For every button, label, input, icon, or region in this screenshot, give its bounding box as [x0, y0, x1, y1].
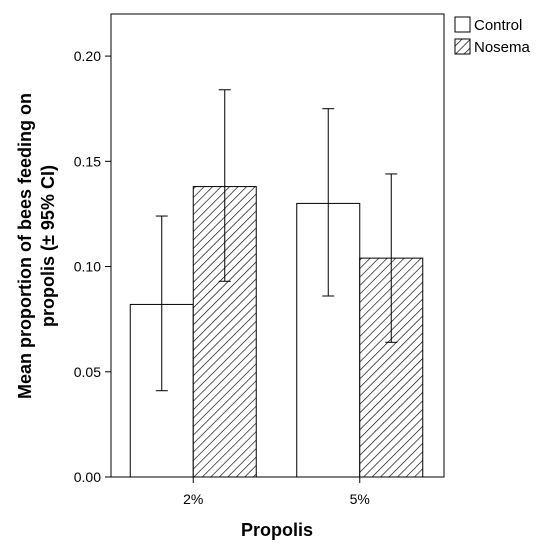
y-axis-title: Mean proportion of bees feeding on propo…	[15, 93, 58, 399]
y-axis-title-line-2: propolis (± 95% CI)	[38, 165, 58, 327]
legend-item-control: Control	[454, 16, 522, 34]
plot-frame	[110, 13, 445, 478]
y-tick-label: 0.00	[74, 469, 101, 485]
legend-label-control: Control	[474, 17, 522, 34]
x-tick-label: 5%	[350, 491, 370, 507]
y-tick-label: 0.05	[74, 364, 101, 380]
legend: Control Nosema	[454, 16, 531, 56]
y-axis-title-line-1: Mean proportion of bees feeding on	[15, 93, 35, 399]
legend-swatch-nosema	[454, 38, 471, 55]
x-axis-title: Propolis	[241, 520, 313, 540]
x-axis: 2% 5%	[183, 477, 370, 507]
y-axis: 0.00 0.05 0.10 0.15 0.20	[74, 48, 111, 485]
legend-label-nosema: Nosema	[474, 39, 531, 56]
legend-swatch-control	[454, 16, 471, 33]
y-tick-label: 0.15	[74, 153, 101, 169]
error-bars-group	[155, 89, 398, 392]
y-tick-label: 0.10	[74, 259, 101, 275]
x-tick-label: 2%	[183, 491, 203, 507]
bars-group	[129, 186, 424, 478]
y-tick-label: 0.20	[74, 48, 101, 64]
legend-item-nosema: Nosema	[454, 38, 531, 56]
